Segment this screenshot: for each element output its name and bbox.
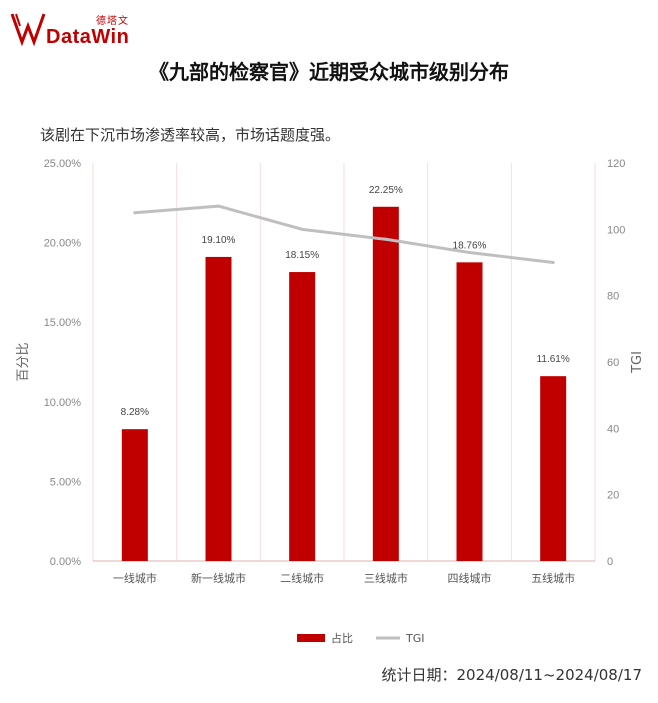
y2-tick-label: 120	[607, 158, 625, 170]
tgi-point	[217, 204, 220, 208]
tgi-point	[133, 211, 137, 215]
axes: 0.00% 5.00% 10.00% 15.00% 20.00% 25.00% 0 20 40 6…	[16, 158, 645, 585]
x-tick-label: 三线城市	[364, 571, 408, 585]
logo-english-name: DataWin	[46, 26, 130, 48]
bar-data-label: 19.10%	[202, 235, 236, 246]
y-tick-label: 10.00%	[44, 397, 82, 409]
y2-tick-label: 0	[607, 556, 613, 568]
legend-swatch-bar	[297, 634, 325, 642]
x-tick-label: 新一线城市	[191, 571, 246, 585]
x-tick-label: 五线城市	[531, 571, 575, 585]
tgi-point	[468, 251, 471, 255]
datawin-logo: 德塔文 DataWin	[10, 10, 140, 50]
bar	[205, 256, 232, 561]
bar	[121, 429, 148, 561]
bar-data-label: 18.76%	[453, 240, 487, 251]
legend: 占比 TGI	[297, 631, 425, 645]
y2-tick-label: 80	[607, 291, 619, 303]
bar	[456, 262, 483, 561]
bar-data-label: 8.28%	[121, 407, 149, 418]
x-tick-label: 二线城市	[280, 571, 324, 585]
y2-tick-label: 100	[607, 224, 625, 236]
bar-data-label: 18.15%	[285, 250, 319, 261]
y-axis-title: 百分比	[16, 342, 31, 381]
y-tick-label: 0.00%	[50, 556, 81, 568]
logo-chinese-name: 德塔文	[96, 16, 129, 27]
date-range-footer: 统计日期：2024/08/11~2024/08/17	[381, 666, 642, 684]
y2-tick-label: 60	[607, 357, 619, 369]
tgi-line-series	[133, 204, 555, 264]
chart-subtitle: 该剧在下沉市场渗透率较高，市场话题度强。	[40, 126, 341, 144]
y-tick-label: 20.00%	[44, 238, 82, 250]
bar-data-label: 11.61%	[537, 354, 570, 365]
y2-axis-title: TGI	[630, 351, 645, 374]
data-labels: 8.28% 19.10% 18.15% 22.25% 18.76% 11.61%	[121, 185, 570, 418]
tgi-line	[133, 204, 555, 264]
bar-data-label: 22.25%	[369, 185, 403, 196]
grid-lines	[92, 163, 596, 561]
chart-title: 《九部的检察官》近期受众城市级别分布	[149, 60, 509, 84]
tgi-point	[300, 227, 304, 231]
x-tick-label: 四线城市	[448, 571, 492, 585]
tgi-point	[551, 261, 555, 264]
bar	[289, 272, 316, 561]
datawin-logo-mark-icon	[10, 13, 46, 46]
legend-label-bar: 占比	[331, 631, 353, 645]
y-tick-label: 5.00%	[50, 476, 81, 488]
legend-label-line: TGI	[405, 632, 425, 645]
y-tick-label: 15.00%	[44, 317, 82, 329]
bar	[372, 206, 399, 561]
y2-tick-label: 20	[607, 490, 619, 502]
tgi-point	[384, 237, 388, 241]
x-tick-label: 一线城市	[113, 571, 157, 585]
bar	[540, 376, 567, 561]
bar-series	[121, 206, 567, 561]
y-tick-label: 25.00%	[44, 158, 82, 170]
y2-tick-label: 40	[607, 423, 619, 435]
